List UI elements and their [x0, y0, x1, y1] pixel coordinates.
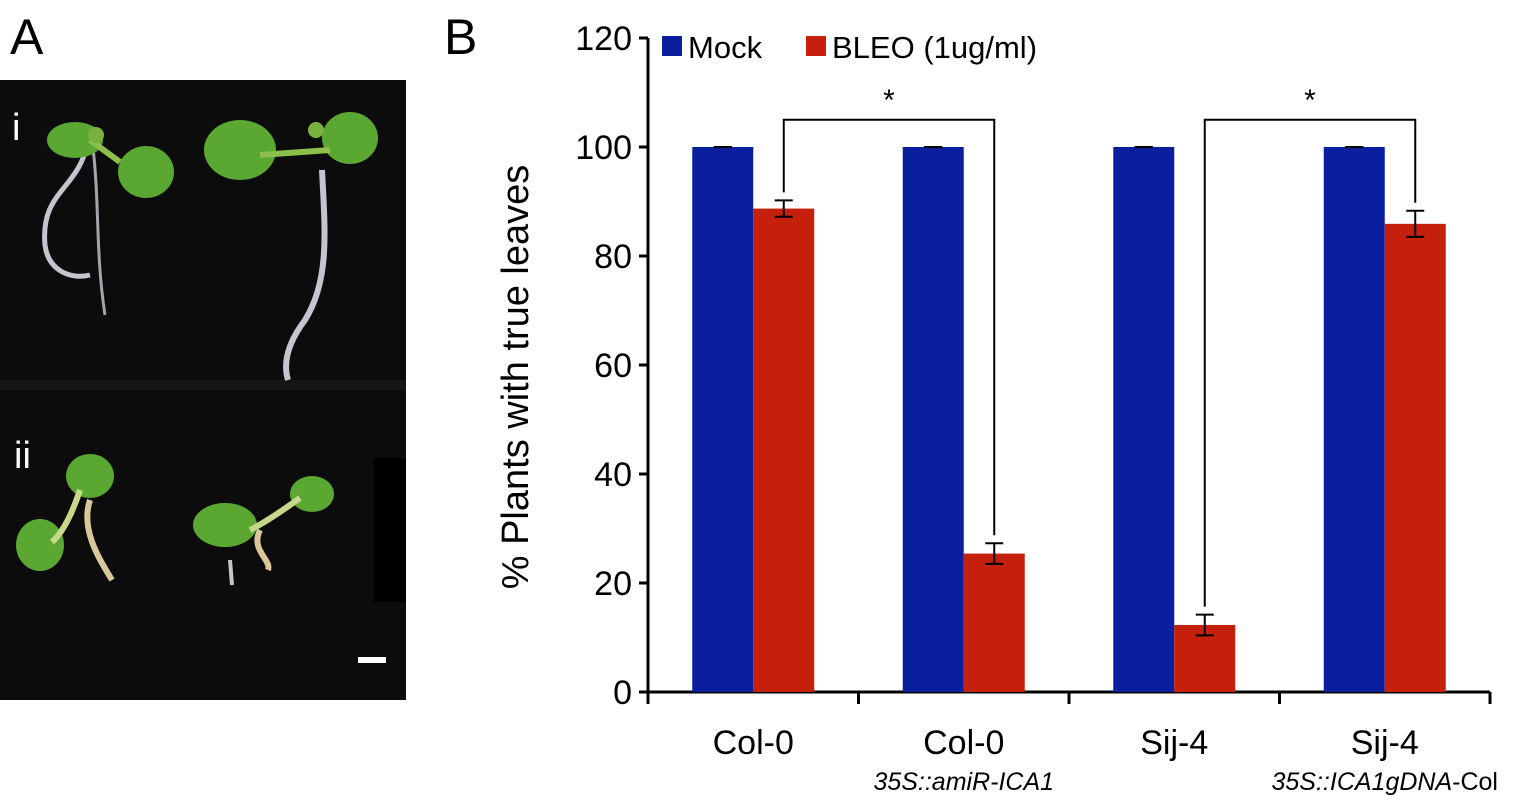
category-label: Sij-4 [1140, 724, 1208, 762]
y-tick-label: 60 [594, 347, 632, 385]
seedling-i-left [42, 122, 174, 316]
category-label: Col-0 [713, 724, 794, 762]
legend-swatch [806, 36, 826, 56]
y-tick-label: 40 [594, 456, 632, 494]
panel-a-label: A [10, 9, 44, 65]
y-tick-label: 120 [575, 20, 632, 58]
bar-bleo [1384, 223, 1446, 692]
legend-swatch [662, 36, 682, 56]
bar-mock [1113, 147, 1175, 692]
panel-b-label: B [444, 9, 478, 65]
significance-star: * [883, 84, 895, 117]
bar-bleo [963, 553, 1025, 692]
y-tick-label: 100 [575, 129, 632, 167]
photo-divider [0, 380, 406, 390]
significance-bracket [1203, 118, 1417, 607]
scale-bar [358, 657, 386, 663]
significance-star: * [1304, 84, 1316, 117]
category-sublabel: 35S::ICA1gDNA-Col [1272, 768, 1498, 796]
legend-label: Mock [688, 30, 763, 65]
photo-row-label-i: i [12, 107, 20, 149]
bar-mock [692, 147, 754, 692]
y-tick-label: 0 [613, 674, 632, 712]
y-tick-label: 20 [594, 565, 632, 603]
legend-label: BLEO (1ug/ml) [832, 30, 1037, 65]
category-label: Sij-4 [1351, 724, 1419, 762]
category-label: Col-0 [923, 724, 1004, 762]
y-tick-label: 80 [594, 238, 632, 276]
bar-mock [902, 147, 964, 692]
seedling-ii-right [193, 476, 334, 586]
seedling-photo: i ii [0, 80, 406, 700]
black-block [374, 458, 406, 602]
seedling-ii-left [16, 454, 115, 582]
bar-mock [1323, 147, 1385, 692]
significance-bracket [782, 118, 996, 536]
y-axis-label: % Plants with true leaves [495, 165, 537, 590]
photo-row-label-ii: ii [14, 435, 31, 477]
category-sublabel: 35S::amiR-ICA1 [873, 768, 1054, 796]
bar-bleo [753, 208, 815, 692]
seedling-i-right [204, 112, 378, 381]
